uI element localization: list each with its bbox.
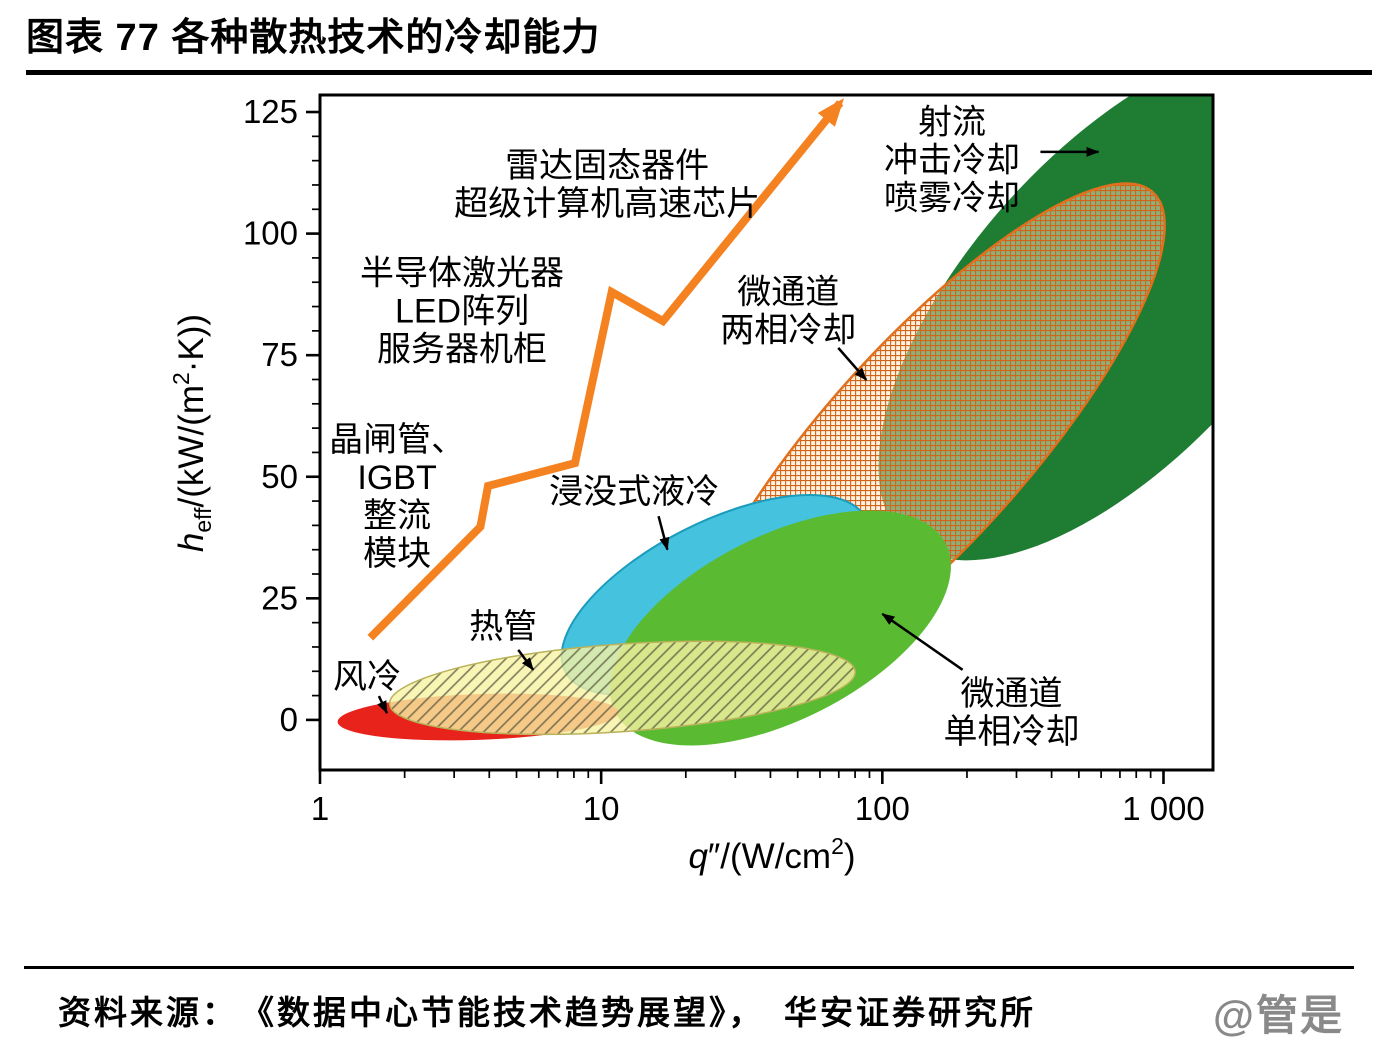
annotation-text: 风冷 [333, 658, 401, 696]
watermark: @管是 [1213, 992, 1344, 1039]
annotation-thyristor-igbt: 晶闸管、 IGBT 整流模块 [329, 421, 465, 573]
y-axis-title: heff/(kW/(m2·K)) [168, 314, 216, 552]
annotation-microchannel-two-phase: 微通道两相冷却 [720, 273, 868, 381]
trend-arrow [367, 98, 844, 641]
y-tick-label: 50 [261, 458, 298, 495]
x-axis-title: q″/(W/cm2) [688, 833, 855, 876]
y-tick-label: 100 [243, 215, 298, 252]
y-tick-label: 75 [261, 336, 298, 373]
annotation-text: 半导体激光器 LED阵列服务器机柜 [360, 254, 564, 368]
annotation-semiconductor-laser: 半导体激光器 LED阵列服务器机柜 [360, 254, 564, 368]
annotation-microchannel-single-phase: 微通道单相冷却 [881, 612, 1079, 751]
y-tick-label: 0 [280, 701, 298, 738]
y-tick-label: 25 [261, 579, 298, 616]
annotation-air-cooling: 风冷 [333, 658, 401, 715]
annotation-radar-devices: 雷达固态器件超级计算机高速芯片 [454, 147, 760, 223]
annotation-text: 雷达固态器件超级计算机高速芯片 [454, 147, 760, 223]
y-tick-label: 125 [243, 93, 298, 130]
technology-regions [337, 95, 1213, 766]
annotation-text: 浸没式液冷 [549, 473, 719, 511]
x-tick-label: 1 000 [1122, 790, 1205, 827]
x-tick-label: 100 [855, 790, 910, 827]
annotation-text: 热管 [469, 608, 537, 646]
footer-divider [24, 966, 1354, 969]
source-text: 资料来源： 《数据中心节能技术趋势展望》， 华安证券研究所 [58, 996, 1036, 1032]
x-tick-label: 10 [583, 790, 620, 827]
annotation-text: 晶闸管、 IGBT 整流模块 [329, 421, 465, 573]
annotation-text: 微通道单相冷却 [943, 675, 1079, 751]
annotation-heat-pipe: 热管 [469, 608, 537, 671]
x-tick-label: 1 [311, 790, 329, 827]
annotation-text: 射流冲击冷却喷雾冷却 [884, 104, 1020, 218]
figure-title: 图表 77 各种散热技术的冷却能力 [26, 6, 1372, 75]
annotation-jet-spray-cooling: 射流冲击冷却喷雾冷却 [884, 104, 1100, 218]
x-axis: 1 10 100 1 000 [311, 770, 1205, 827]
annotation-text: 微通道两相冷却 [720, 273, 856, 349]
y-axis: 0 25 50 75 100 125 [243, 93, 320, 738]
plot-border [318, 93, 1215, 772]
annotation-immersion-liquid-cooling: 浸没式液冷 [549, 473, 719, 551]
